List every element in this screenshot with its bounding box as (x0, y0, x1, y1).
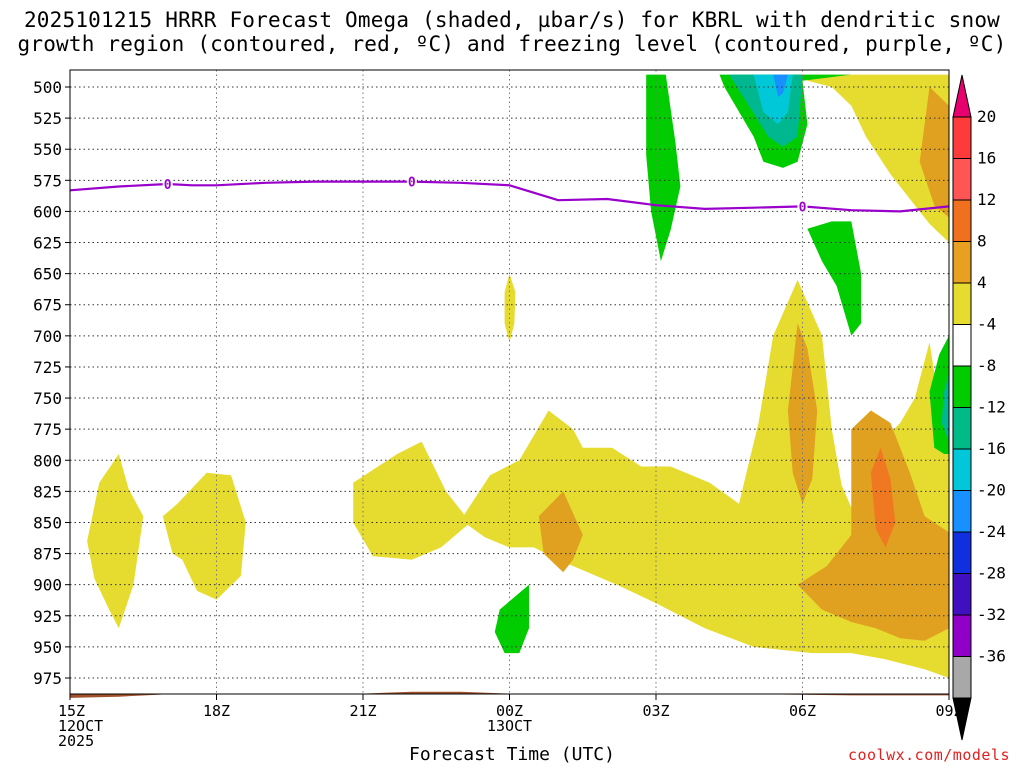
region-green-right (807, 221, 862, 336)
chart-title-line2: growth region (contoured, red, ºC) and f… (17, 32, 1007, 56)
x-axis-label: Forecast Time (UTC) (409, 744, 615, 765)
region-yellow-small (504, 273, 516, 343)
y-tick-label-875: 875 (33, 545, 62, 564)
site-credit: coolwx.com/models (847, 746, 1010, 764)
colorbar-swatch-7 (952, 407, 972, 450)
y-tick-label-925: 925 (33, 607, 62, 626)
colorbar-label-9: -20 (977, 481, 1006, 500)
x-tick-label-3-0: 18Z (203, 702, 230, 720)
x-tick-label-0-2: 2025 (58, 732, 94, 750)
colorbar-label-10: -24 (977, 522, 1006, 541)
region-orange-right (797, 410, 949, 641)
colorbar-swatch-13 (952, 656, 972, 699)
colorbar-label-13: -36 (977, 647, 1006, 666)
grid-lines (70, 70, 949, 694)
colorbar-swatch-2 (952, 199, 972, 242)
x-tick-label-6-0: 21Z (349, 702, 376, 720)
chart-title-line1: 2025101215 HRRR Forecast Omega (shaded, … (23, 8, 1001, 32)
colorbar-swatch-12 (952, 614, 972, 657)
x-tick-label-9-0: 00Z (496, 702, 523, 720)
colorbar-swatch-8 (952, 448, 972, 491)
colorbar-swatch-6 (952, 365, 972, 408)
y-tick-label-500: 500 (33, 78, 62, 97)
freezing-level-label-bg (162, 177, 173, 192)
colorbar-label-5: -4 (977, 315, 996, 334)
colorbar-bottom-arrow (952, 697, 972, 741)
x-tick-label-15-0: 06Z (789, 702, 816, 720)
colorbar-swatch-11 (952, 573, 972, 616)
colorbar-swatch-0 (952, 116, 972, 159)
region-blue-top (773, 74, 788, 97)
x-tick-label-9-1: 13OCT (487, 717, 532, 735)
x-tick-label-0-1: 12OCT (58, 717, 103, 735)
y-tick-label-800: 800 (33, 451, 62, 470)
colorbar-label-11: -28 (977, 564, 1006, 583)
colorbar-label-1: 16 (977, 149, 996, 168)
region-orange-upper-right (919, 87, 949, 218)
y-axis: 500 525 550 575 600 625 650 675 700 725 750 775 800 8… (33, 78, 70, 688)
colorbar-swatch-1 (952, 158, 972, 201)
colorbar-label-4: 4 (977, 273, 987, 292)
y-tick-label-975: 975 (33, 669, 62, 688)
region-yellow-left2 (162, 472, 246, 600)
y-tick-label-575: 575 (33, 171, 62, 190)
colorbar-swatch-5 (952, 324, 972, 367)
colorbar-label-8: -16 (977, 439, 1006, 458)
colorbar-label-3: 8 (977, 232, 987, 251)
freezing-level-line (70, 180, 949, 213)
y-tick-label-600: 600 (33, 202, 62, 221)
freezing-level-contour: 0 0 0 (70, 174, 949, 215)
x-tick-label-12-0: 03Z (642, 702, 669, 720)
y-tick-label-650: 650 (33, 265, 62, 284)
y-tick-label-675: 675 (33, 296, 62, 315)
region-orange-center (538, 491, 583, 573)
colorbar-top-arrow (952, 74, 972, 118)
colorbar-label-2: 12 (977, 190, 996, 209)
region-orange-middle (787, 323, 818, 504)
region-green-lower (494, 584, 529, 654)
colorbar-swatch-3 (952, 241, 972, 284)
colorbar-label-7: -12 (977, 398, 1006, 417)
colorbar-swatch-10 (952, 531, 972, 574)
y-tick-label-825: 825 (33, 482, 62, 501)
y-tick-label-700: 700 (33, 327, 62, 346)
freezing-level-label-bg (797, 199, 808, 214)
colorbar-label-0: 20 (977, 107, 996, 126)
colorbar-swatch-4 (952, 282, 972, 325)
y-tick-label-775: 775 (33, 420, 62, 439)
y-tick-label-625: 625 (33, 234, 62, 253)
y-tick-label-725: 725 (33, 358, 62, 377)
colorbar-swatch-9 (952, 490, 972, 533)
freezing-level-label: 0 (799, 200, 807, 215)
y-tick-label-550: 550 (33, 140, 62, 159)
colorbar-label-6: -8 (977, 356, 996, 375)
region-green-upper (646, 74, 681, 262)
y-tick-label-525: 525 (33, 109, 62, 128)
y-tick-label-850: 850 (33, 513, 62, 532)
colorbar: 20 16 12 8 4 -4 -8 -12 -16 -20 -24 -28 -32 -36 (952, 74, 1006, 741)
y-tick-label-750: 750 (33, 389, 62, 408)
colorbar-label-12: -32 (977, 605, 1006, 624)
region-teal-far-right (941, 373, 949, 442)
freezing-level-label: 0 (408, 176, 416, 191)
y-tick-label-900: 900 (33, 576, 62, 595)
freezing-level-label-bg (406, 174, 417, 189)
x-tick-label-0-0: 15Z (58, 702, 85, 720)
freezing-level-label: 0 (164, 178, 172, 193)
y-tick-label-950: 950 (33, 638, 62, 657)
region-yellow-mid (353, 441, 471, 560)
region-yellow-upper-right (807, 74, 949, 243)
